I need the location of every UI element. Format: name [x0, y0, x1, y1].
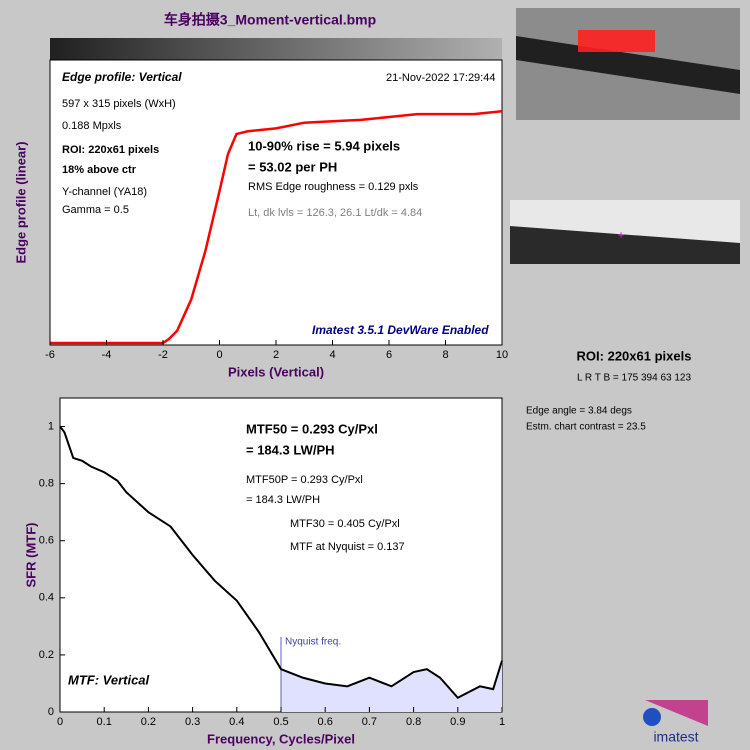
- x-tick-label: 0.1: [97, 716, 112, 728]
- y-tick-label: 0.2: [39, 649, 54, 661]
- y-axis-label: Edge profile (linear): [13, 141, 28, 263]
- edge-image: +: [510, 200, 740, 264]
- curve: [50, 110, 503, 345]
- annotation: MTF: Vertical: [68, 672, 150, 687]
- x-tick-label: 10: [496, 349, 508, 361]
- annotation: Y-channel (YA18): [62, 186, 147, 198]
- annotation: 18% above ctr: [62, 164, 137, 176]
- annotation: Gamma = 0.5: [62, 204, 129, 216]
- annotation: = 184.3 LW/PH: [246, 442, 335, 457]
- y-tick-label: 1: [48, 420, 54, 432]
- annotation: MTF30 = 0.405 Cy/Pxl: [290, 518, 400, 530]
- x-tick-label: -6: [45, 349, 55, 361]
- annotation: MTF50 = 0.293 Cy/Pxl: [246, 421, 378, 436]
- annotation: 0.188 Mpxls: [62, 120, 122, 132]
- x-axis-label: Pixels (Vertical): [228, 364, 324, 379]
- x-tick-label: 0.2: [141, 716, 156, 728]
- annotation: MTF50P = 0.293 Cy/Pxl: [246, 474, 363, 486]
- x-tick-label: -4: [102, 349, 112, 361]
- y-tick-label: 0.6: [39, 535, 54, 547]
- x-tick-label: 0: [216, 349, 222, 361]
- window-title: 车身拍摄3_Moment-vertical.bmp: [164, 12, 376, 28]
- y-tick-label: 0: [48, 706, 54, 718]
- plot-area: [49, 59, 503, 346]
- x-tick-label: 0.9: [450, 716, 465, 728]
- annotation: 21-Nov-2022 17:29:44: [386, 72, 495, 84]
- x-tick-label: 4: [329, 349, 335, 361]
- side-info: Estm. chart contrast = 23.5: [526, 422, 646, 433]
- x-axis-label: Frequency, Cycles/Pixel: [207, 731, 355, 746]
- gray-strip: [50, 38, 502, 60]
- x-tick-label: 0.4: [229, 716, 244, 728]
- annotation: MTF at Nyquist = 0.137: [290, 541, 405, 553]
- annotation: = 53.02 per PH: [248, 159, 337, 174]
- logo: imatest: [643, 700, 708, 745]
- side-info: Edge angle = 3.84 degs: [526, 406, 632, 417]
- annotation: 597 x 315 pixels (WxH): [62, 98, 176, 110]
- annotation: = 184.3 LW/PH: [246, 494, 320, 506]
- x-tick-label: 1: [499, 716, 505, 728]
- x-tick-label: 0.6: [318, 716, 333, 728]
- annotation: Lt, dk lvls = 126.3, 26.1 Lt/dk = 4.84: [248, 207, 422, 219]
- x-tick-label: 0.8: [406, 716, 421, 728]
- logo-text: imatest: [653, 729, 698, 745]
- y-axis-label: SFR (MTF): [23, 523, 38, 588]
- x-tick-label: -2: [158, 349, 168, 361]
- svg-text:+: +: [617, 228, 624, 242]
- x-tick-label: 2: [273, 349, 279, 361]
- annotation: Imatest 3.5.1 DevWare Enabled: [312, 323, 489, 337]
- annotation: Edge profile: Vertical: [62, 70, 182, 84]
- y-tick-label: 0.8: [39, 478, 54, 490]
- annotation: RMS Edge roughness = 0.129 pxls: [248, 181, 419, 193]
- side-info: L R T B = 175 394 63 123: [577, 373, 692, 384]
- x-tick-label: 0.3: [185, 716, 200, 728]
- x-tick-label: 8: [442, 349, 448, 361]
- curve: [59, 425, 503, 699]
- annotation: 10-90% rise = 5.94 pixels: [248, 138, 400, 153]
- annotation: ROI: 220x61 pixels: [62, 144, 159, 156]
- x-tick-label: 0: [57, 716, 63, 728]
- x-tick-label: 0.7: [362, 716, 377, 728]
- nyquist-label: Nyquist freq.: [285, 637, 341, 648]
- x-tick-label: 0.5: [273, 716, 288, 728]
- roi-image: [516, 8, 740, 120]
- side-info: ROI: 220x61 pixels: [577, 348, 692, 363]
- y-tick-label: 0.4: [39, 592, 54, 604]
- x-tick-label: 6: [386, 349, 392, 361]
